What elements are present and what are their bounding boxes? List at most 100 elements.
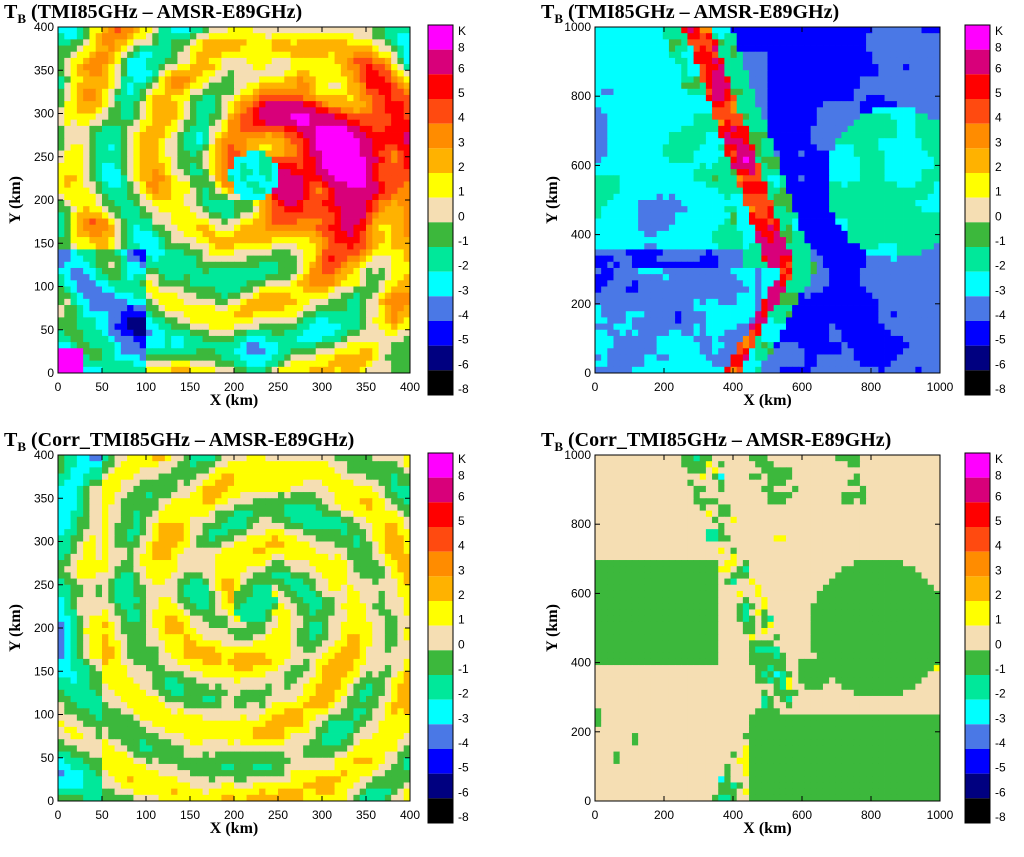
heatmap-cell — [822, 113, 830, 121]
heatmap-cell — [359, 64, 367, 71]
heatmap-cell — [102, 243, 109, 250]
heatmap-cell — [668, 218, 676, 226]
heatmap-cell — [755, 94, 762, 102]
heatmap-cell — [915, 119, 922, 127]
heatmap-cell — [681, 70, 688, 77]
heatmap-cell — [391, 237, 398, 244]
heatmap-cell — [724, 144, 731, 151]
heatmap-cell — [271, 218, 279, 226]
heatmap-cell — [366, 27, 373, 34]
heatmap-cell — [816, 107, 824, 114]
heatmap-cell — [221, 200, 229, 207]
colorbar-swatch — [428, 173, 453, 198]
heatmap-cell — [403, 169, 411, 176]
heatmap-cell — [139, 360, 147, 368]
heatmap-cell — [687, 169, 694, 176]
heatmap-cell — [810, 101, 818, 108]
heatmap-cell — [183, 181, 191, 189]
heatmap-cell — [353, 218, 361, 226]
heatmap-cell — [95, 335, 103, 343]
heatmap-cell — [315, 45, 323, 53]
heatmap-cell — [290, 175, 298, 182]
heatmap-cell — [724, 76, 731, 84]
heatmap-cell — [164, 342, 172, 349]
heatmap-cell — [736, 119, 744, 127]
heatmap-cell — [662, 206, 670, 213]
heatmap-cell — [303, 175, 310, 182]
heatmap-cell — [903, 125, 910, 133]
heatmap-cell — [139, 298, 147, 306]
heatmap-cell — [202, 224, 210, 232]
heatmap-cell — [829, 113, 836, 121]
heatmap-cell — [804, 200, 812, 207]
heatmap-cell — [152, 181, 159, 189]
heatmap-cell — [89, 298, 97, 306]
heatmap-cell — [196, 360, 203, 368]
heatmap-cell — [347, 267, 354, 275]
heatmap-cell — [164, 113, 172, 121]
heatmap-cell — [798, 144, 805, 151]
heatmap-cell — [215, 224, 222, 232]
heatmap-cell — [638, 156, 645, 164]
heatmap-cell — [915, 175, 922, 182]
heatmap-cell — [152, 101, 159, 108]
heatmap-cell — [804, 181, 812, 189]
heatmap-cell — [822, 45, 830, 53]
heatmap-cell — [631, 218, 639, 226]
heatmap-cell — [607, 156, 614, 164]
heatmap-cell — [334, 317, 342, 324]
heatmap-cell — [127, 354, 134, 362]
heatmap-cell — [613, 57, 621, 65]
heatmap-cell — [631, 200, 639, 207]
heatmap-cell — [70, 212, 78, 219]
heatmap-cell — [259, 280, 266, 287]
heatmap-cell — [340, 138, 348, 145]
heatmap-cell — [340, 70, 348, 77]
heatmap-cell — [108, 45, 115, 53]
heatmap-cell — [102, 125, 109, 133]
heatmap-cell — [152, 82, 159, 90]
heatmap-cell — [841, 107, 848, 114]
heatmap-cell — [656, 57, 664, 65]
heatmap-cell — [133, 144, 141, 151]
heatmap-cell — [183, 230, 191, 238]
heatmap-cell — [927, 187, 935, 195]
heatmap-cell — [730, 82, 738, 90]
heatmap-cell — [909, 119, 916, 127]
heatmap-cell — [933, 94, 941, 102]
heatmap-cell — [64, 144, 71, 151]
heatmap-cell — [607, 76, 614, 84]
heatmap-cell — [909, 132, 916, 139]
heatmap-cell — [70, 298, 78, 306]
heatmap-cell — [152, 132, 159, 139]
heatmap-cell — [372, 298, 379, 306]
heatmap-cell — [114, 329, 122, 337]
heatmap-cell — [378, 94, 386, 102]
heatmap-cell — [761, 82, 768, 90]
heatmap-cell — [384, 274, 392, 281]
heatmap-cell — [927, 70, 935, 77]
heatmap-cell — [83, 206, 90, 213]
heatmap-cell — [259, 113, 266, 121]
heatmap-cell — [724, 39, 731, 46]
heatmap-cell — [252, 64, 260, 71]
heatmap-cell — [872, 181, 879, 189]
heatmap-cell — [240, 267, 247, 275]
heatmap-cell — [397, 261, 405, 269]
heatmap-cell — [841, 169, 848, 176]
heatmap-cell — [668, 132, 676, 139]
heatmap-cell — [822, 206, 830, 213]
heatmap-cell — [859, 27, 867, 34]
heatmap-cell — [718, 206, 725, 213]
heatmap-cell — [730, 138, 738, 145]
heatmap-cell — [102, 94, 109, 102]
heatmap-cell — [933, 27, 941, 34]
heatmap-cell — [718, 138, 725, 145]
heatmap-cell — [146, 107, 153, 114]
heatmap-cell — [158, 255, 166, 263]
heatmap-cell — [792, 88, 799, 96]
heatmap-cell — [221, 323, 229, 331]
heatmap-cell — [164, 348, 172, 355]
heatmap-cell — [896, 119, 904, 127]
heatmap-cell — [296, 125, 304, 133]
